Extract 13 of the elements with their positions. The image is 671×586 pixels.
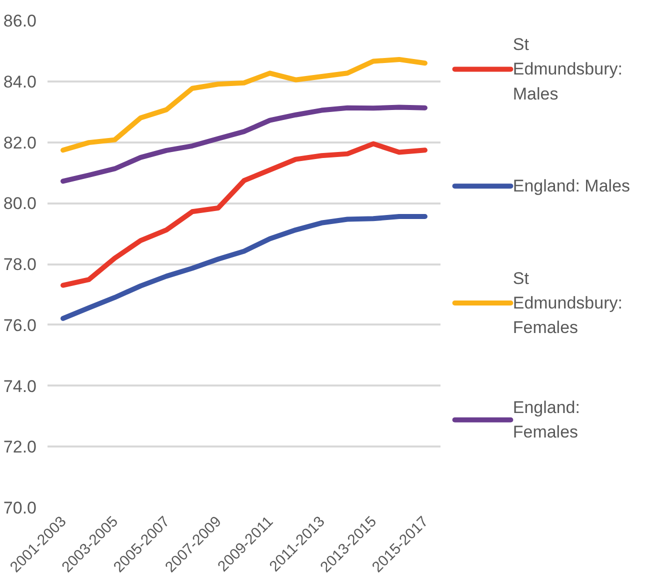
y-tick-label: 82.0 bbox=[3, 133, 37, 152]
legend-label: St Edmundsbury: Males bbox=[512, 35, 622, 104]
legend-label: England: Females bbox=[512, 398, 580, 442]
y-tick-label: 76.0 bbox=[3, 316, 37, 335]
y-tick-label: 86.0 bbox=[3, 12, 37, 30]
y-tick-label: 70.0 bbox=[3, 498, 37, 518]
y-tick-label: 78.0 bbox=[3, 255, 37, 274]
legend-label: St Edmundsbury: Females bbox=[512, 268, 622, 338]
legend-label: England: Males bbox=[512, 176, 630, 196]
y-tick-label: 84.0 bbox=[3, 72, 37, 92]
y-tick-label: 80.0 bbox=[3, 194, 37, 214]
y-tick-label: 74.0 bbox=[3, 376, 37, 396]
y-tick-label: 72.0 bbox=[3, 438, 37, 457]
